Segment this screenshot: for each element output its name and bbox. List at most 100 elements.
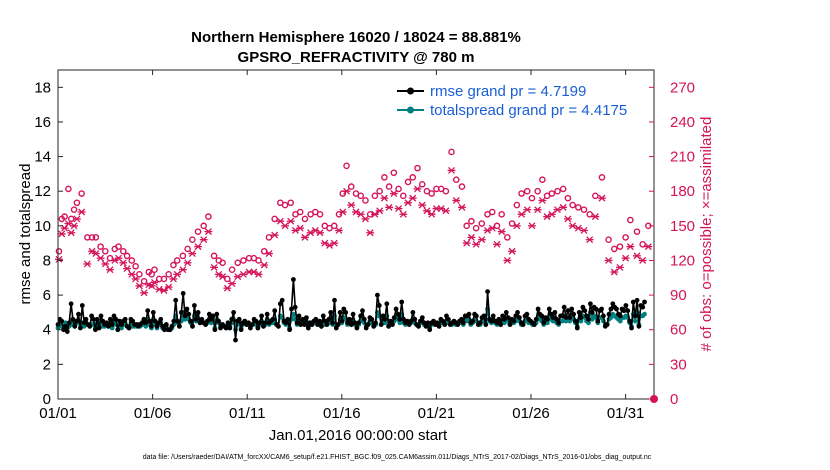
rmse-point	[199, 316, 205, 322]
rmse-point	[373, 320, 378, 326]
obs-assimilated-point	[178, 266, 187, 274]
obs-assimilated-point	[512, 222, 521, 230]
rmse-point	[285, 316, 291, 322]
obs-assimilated-point	[204, 228, 213, 236]
obs-assimilated-point	[375, 207, 384, 215]
obs-assimilated-point	[228, 280, 236, 288]
rmse-point	[446, 316, 451, 322]
obs-assimilated-point	[528, 222, 536, 230]
obs-assimilated-point	[427, 210, 436, 218]
rmse-point	[283, 320, 289, 326]
data-file-footer: data file: /Users/raeder/DAI/ATM_forcXX/…	[143, 454, 652, 461]
rmse-point	[395, 311, 401, 317]
rmse-point	[302, 322, 307, 327]
obs-assimilated-point	[458, 203, 466, 211]
obs-possible-point	[316, 210, 324, 218]
rmse-point	[107, 316, 113, 322]
obs-possible-point	[381, 174, 388, 181]
rmse-point	[466, 311, 472, 317]
rmse-point	[477, 320, 483, 326]
rmse-point	[470, 318, 476, 324]
obs-possible-point	[301, 215, 309, 223]
y2-axis-label: # of obs: o=possible; ×=assimilated	[698, 117, 715, 352]
obs-possible-point	[240, 257, 247, 264]
rmse-point	[580, 304, 586, 310]
obs-possible-point	[148, 271, 155, 278]
obs-assimilated-point	[106, 266, 114, 274]
obs-possible-point	[605, 236, 612, 243]
obs-assimilated-point	[254, 270, 263, 278]
obs-possible-point	[488, 208, 496, 216]
rmse-point	[563, 315, 569, 320]
rmse-point	[180, 291, 186, 296]
obs-possible-point	[513, 201, 521, 209]
rmse-point	[595, 318, 601, 324]
obs-possible-point	[287, 199, 295, 207]
obs-assimilated-point	[508, 247, 516, 255]
rmse-point	[152, 318, 158, 324]
obs-assimilated-point	[270, 231, 279, 239]
rmse-point	[298, 322, 304, 327]
obs-assimilated-point	[441, 207, 450, 215]
rmse-point	[246, 320, 251, 326]
totalspread-point	[642, 311, 647, 317]
rmse-point	[270, 316, 276, 322]
rmse-point	[393, 306, 399, 312]
obs-possible-point	[463, 222, 470, 230]
rmse-point	[319, 323, 324, 329]
obs-possible-point	[409, 174, 417, 181]
rmse-point	[205, 318, 210, 324]
rmse-point	[320, 313, 326, 319]
obs-assimilated-point	[123, 265, 131, 273]
y-tick-label: 14	[34, 149, 51, 166]
legend-spread-label: totalspread grand pr = 4.4175	[430, 102, 627, 119]
obs-possible-point	[210, 252, 218, 260]
obs-assimilated-point	[413, 185, 422, 193]
rmse-point	[339, 318, 345, 324]
rmse-point	[490, 313, 496, 319]
rmse-point	[186, 311, 192, 317]
rmse-point	[489, 318, 494, 324]
rmse-point	[586, 316, 591, 322]
y-tick-label: 6	[43, 287, 51, 304]
rmse-point	[87, 323, 93, 329]
rmse-point	[184, 306, 190, 312]
rmse-point	[126, 325, 132, 331]
plot-area	[58, 70, 654, 399]
obs-assimilated-point	[188, 250, 197, 258]
rmse-point	[363, 325, 369, 331]
obs-possible-point	[205, 213, 212, 220]
rmse-point	[337, 310, 343, 315]
obs-assimilated-point	[218, 273, 227, 281]
rmse-point	[169, 323, 175, 329]
rmse-point	[253, 318, 259, 324]
rmse-point	[571, 311, 576, 317]
obs-assimilated-point	[296, 224, 305, 232]
rmse-point	[627, 318, 632, 324]
obs-possible-point	[281, 201, 289, 209]
obs-possible-point	[97, 243, 104, 250]
totalspread-point	[563, 318, 569, 324]
rmse-point	[212, 327, 218, 333]
obs-assimilated-point	[610, 268, 619, 276]
obs-possible-point	[123, 252, 131, 260]
obs-possible-point	[151, 266, 158, 274]
rmse-point	[218, 325, 223, 331]
obs-possible-point	[115, 243, 122, 250]
obs-possible-point	[160, 275, 168, 283]
rmse-point	[154, 323, 160, 329]
obs-possible-point	[498, 210, 505, 218]
totalspread-point	[545, 320, 550, 326]
rmse-point	[272, 308, 278, 314]
rmse-point	[64, 329, 70, 334]
totalspread-point	[586, 320, 591, 326]
rmse-point	[582, 308, 588, 314]
obs-possible-point	[173, 257, 181, 264]
obs-possible-point	[458, 183, 466, 190]
rmse-point	[149, 323, 154, 329]
plot-frame	[57, 69, 655, 400]
y2-tick-label: 60	[670, 322, 687, 339]
rmse-point	[195, 310, 201, 315]
rmse-point	[162, 327, 167, 333]
